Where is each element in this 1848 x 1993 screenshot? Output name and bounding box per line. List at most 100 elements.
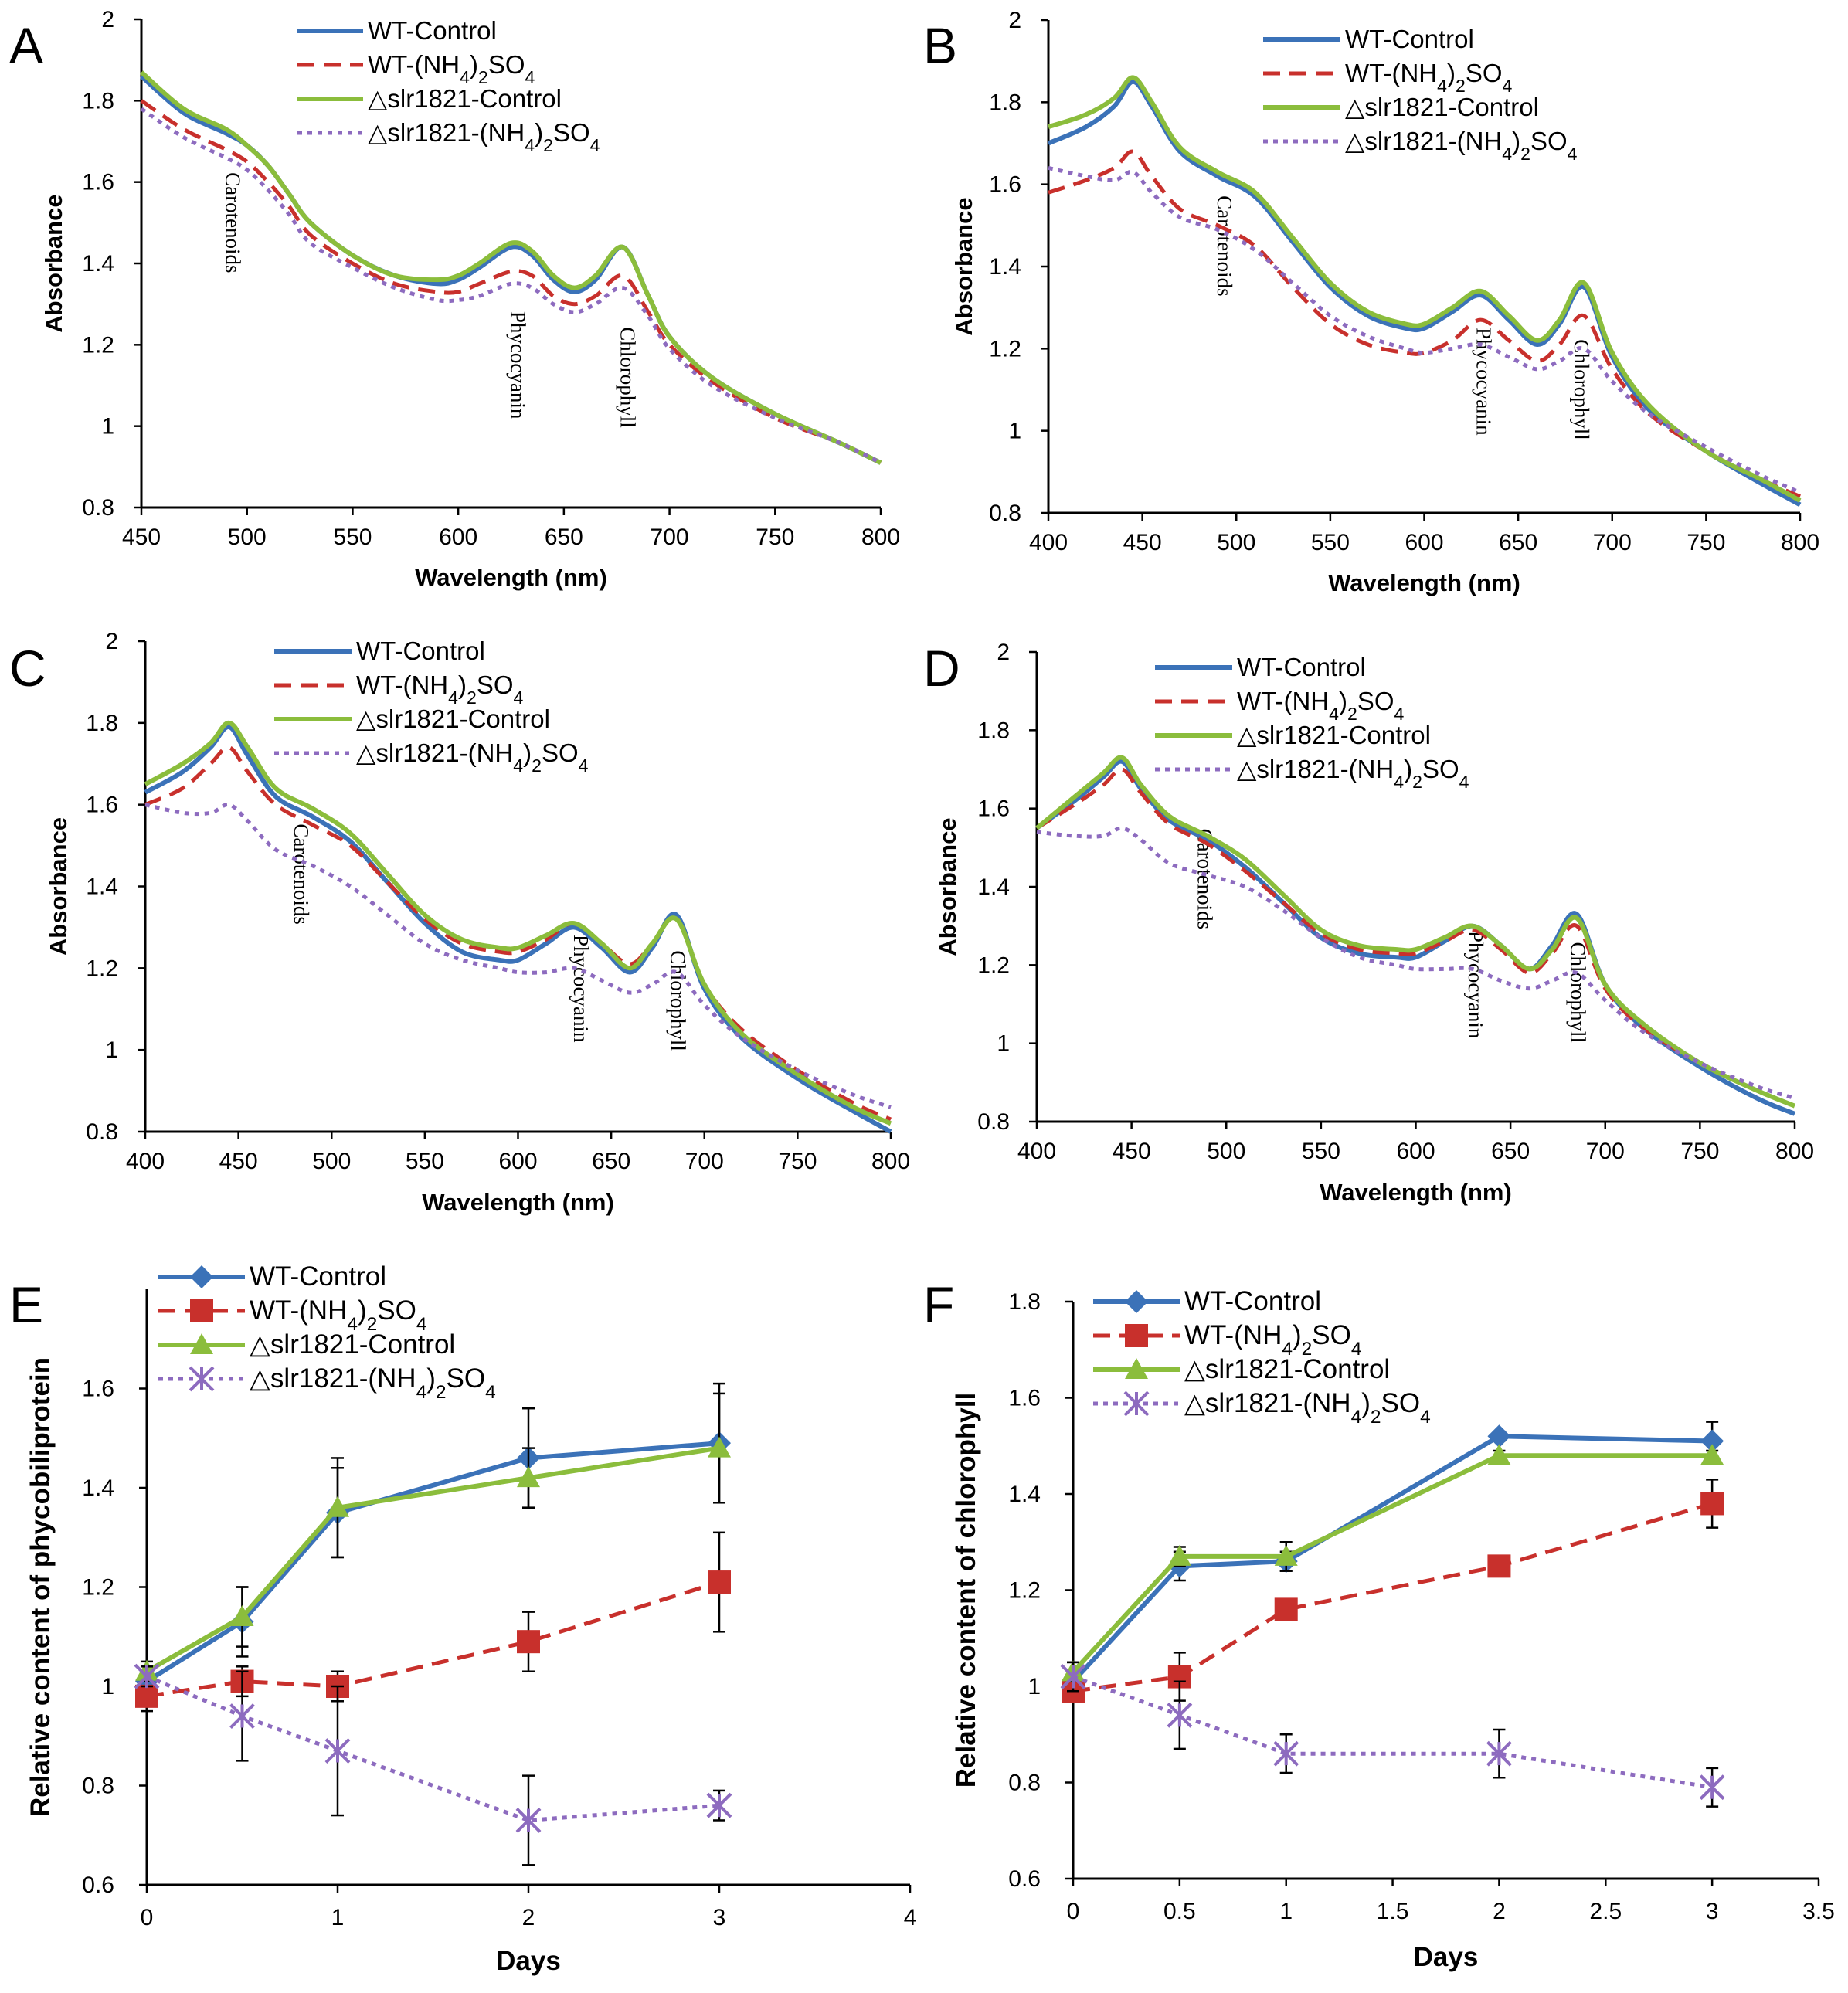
legend-marker	[190, 1299, 213, 1322]
data-point	[135, 1684, 158, 1708]
chart-panel-c: C 400 450 500 550 600 650 700 750 800 0.8 1 1.2 1.4 1.…	[9, 629, 910, 1216]
x-tick-label: 650	[592, 1149, 630, 1174]
legend-label: △slr1821-(NH4)2SO4	[356, 738, 589, 776]
series-line	[144, 720, 892, 1126]
y-tick-label: 1.6	[977, 796, 1010, 822]
data-point	[326, 1496, 349, 1517]
legend-label: WT-(NH4)2SO4	[250, 1295, 427, 1335]
legend-label: △slr1821-Control	[1345, 93, 1539, 121]
data-point	[1700, 1492, 1724, 1516]
y-axis-title: Absorbance	[934, 817, 961, 956]
x-tick-label: 500	[228, 525, 267, 550]
y-tick-label: 1.6	[86, 793, 118, 818]
legend-label: WT-(NH4)2SO4	[1237, 687, 1405, 724]
legend-label: WT-Control	[1184, 1286, 1321, 1316]
data-point	[1167, 1702, 1193, 1728]
legend-marker	[1125, 1290, 1148, 1313]
x-tick-label: 750	[1687, 530, 1725, 555]
y-tick-label: 1.8	[86, 711, 118, 736]
x-tick-label: 800	[871, 1149, 910, 1174]
y-tick-label: 1.2	[82, 1575, 114, 1601]
x-tick-label: 1.5	[1377, 1899, 1409, 1924]
panel-label: B	[923, 17, 957, 74]
data-point	[1699, 1774, 1725, 1801]
series-line	[1072, 1502, 1713, 1693]
series-1	[1062, 1479, 1724, 1703]
legend-label: △slr1821-Control	[356, 705, 550, 733]
x-tick-label: 600	[1405, 530, 1443, 555]
data-point	[1273, 1740, 1299, 1767]
y-tick-label: 0.8	[86, 1119, 118, 1145]
y-tick-label: 0.8	[82, 495, 114, 521]
legend: WT-ControlWT-(NH4)2SO4△slr1821-Control△s…	[158, 1261, 496, 1403]
x-tick-label: 400	[1029, 530, 1068, 555]
x-tick-label: 650	[1499, 530, 1537, 555]
peak-annotation: Phycocyanin	[1473, 328, 1496, 436]
x-tick-label: 750	[756, 525, 794, 550]
y-axis-title: Absorbance	[950, 197, 977, 335]
x-tick-label: 1	[1279, 1899, 1293, 1924]
y-tick-label: 1.8	[977, 718, 1010, 743]
series-3	[1060, 1661, 1725, 1808]
x-tick-label: 3	[713, 1905, 726, 1930]
series-line	[1072, 1675, 1713, 1790]
data-point	[706, 1792, 732, 1818]
data-point	[1487, 1424, 1511, 1448]
data-point	[230, 1605, 254, 1627]
data-point	[708, 1570, 731, 1594]
data-point	[1274, 1544, 1298, 1566]
x-tick-label: 550	[1311, 530, 1350, 555]
x-tick-label: 600	[1396, 1139, 1435, 1164]
data-point	[1060, 1664, 1086, 1689]
x-axis-title: Wavelength (nm)	[415, 564, 607, 591]
series-3	[1048, 165, 1801, 494]
chart-panel-f: F 0 0.5 1 1.5 2 2.5 3 3.5 0.6 0.8 1 1.2 1.4 1.6 1.8 Days…	[923, 1276, 1835, 1972]
x-tick-label: 650	[1491, 1139, 1530, 1164]
legend: WT-ControlWT-(NH4)2SO4△slr1821-Control△s…	[1263, 25, 1578, 164]
legend-label: WT-(NH4)2SO4	[1184, 1320, 1362, 1360]
peak-annotation: Chlorophyll	[617, 327, 640, 428]
y-tick-label: 1.2	[989, 336, 1021, 362]
y-tick-label: 1.6	[1008, 1386, 1041, 1411]
x-tick-label: 500	[312, 1149, 351, 1174]
x-tick-label: 750	[778, 1149, 817, 1174]
y-tick-label: 1.4	[1008, 1482, 1041, 1507]
x-tick-label: 450	[122, 525, 161, 550]
peak-annotation: Chlorophyll	[1570, 339, 1593, 440]
x-tick-label: 800	[1781, 530, 1819, 555]
peak-annotation: Phycocyanin	[1464, 931, 1487, 1039]
legend: WT-ControlWT-(NH4)2SO4△slr1821-Control△s…	[297, 16, 600, 155]
x-tick-label: 500	[1217, 530, 1255, 555]
y-tick-label: 1.8	[82, 88, 114, 114]
y-tick-label: 1	[101, 1674, 114, 1699]
x-tick-label: 750	[1680, 1139, 1719, 1164]
y-tick-label: 1	[1008, 419, 1021, 444]
legend-marker	[190, 1333, 213, 1354]
data-point	[1487, 1444, 1511, 1465]
legend-label: △slr1821-(NH4)2SO4	[1184, 1388, 1431, 1428]
y-axis-title: Relative content of phycobiliprotein	[25, 1357, 56, 1817]
y-tick-label: 0.8	[989, 501, 1021, 526]
legend-label: △slr1821-Control	[1237, 721, 1431, 749]
series-line	[146, 1674, 720, 1822]
x-tick-label: 3.5	[1802, 1899, 1835, 1924]
y-tick-label: 1.4	[82, 251, 114, 277]
legend-label: △slr1821-Control	[368, 84, 562, 113]
legend: WT-ControlWT-(NH4)2SO4△slr1821-Control△s…	[274, 637, 589, 776]
x-tick-label: 650	[545, 525, 583, 550]
series-0	[1062, 1421, 1724, 1693]
y-tick-label: 2	[101, 7, 114, 32]
y-tick-label: 0.8	[977, 1109, 1010, 1135]
x-tick-label: 3	[1706, 1899, 1719, 1924]
legend-label: △slr1821-(NH4)2SO4	[250, 1363, 496, 1403]
x-tick-label: 550	[1302, 1139, 1340, 1164]
y-axis-title: Absorbance	[40, 194, 67, 332]
data-point	[1700, 1429, 1724, 1453]
y-tick-label: 1.4	[86, 874, 118, 900]
data-point	[324, 1738, 351, 1764]
peak-annotation: Carotenoids	[221, 172, 244, 273]
y-tick-label: 0.6	[1008, 1866, 1041, 1892]
x-tick-label: 1	[331, 1905, 345, 1930]
x-tick-label: 700	[1586, 1139, 1625, 1164]
